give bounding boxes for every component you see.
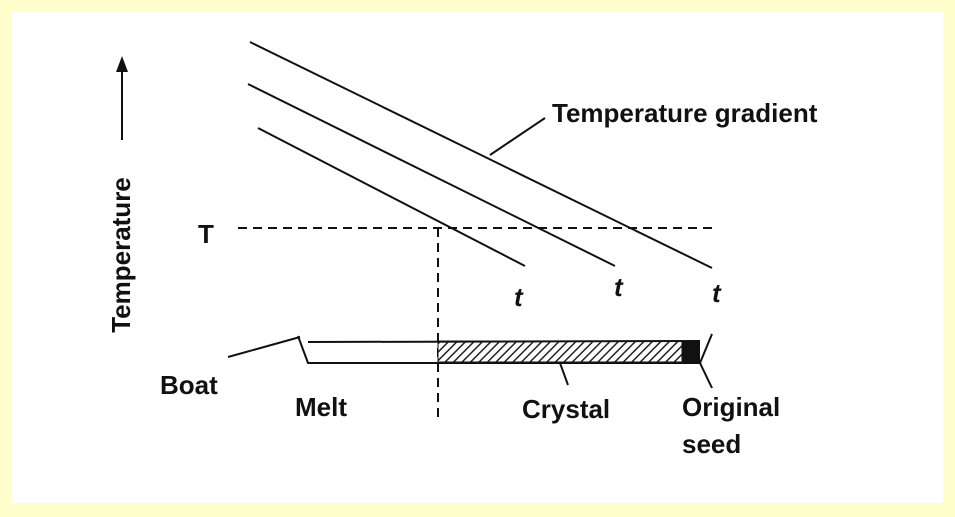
- seed-label: Original: [682, 392, 780, 422]
- crystal-label: Crystal: [522, 394, 610, 424]
- seed-label: seed: [682, 429, 741, 459]
- t-label: t: [514, 282, 524, 312]
- boat-label: Boat: [160, 370, 218, 400]
- gradient-lines: [247, 41, 713, 269]
- gradient-label: Temperature gradient: [552, 98, 818, 128]
- boat: [227, 333, 713, 389]
- melt-label: Melt: [295, 392, 347, 422]
- axis-label: Temperature: [106, 177, 136, 333]
- t-label: t: [614, 272, 624, 302]
- temperature-arrow: [116, 56, 128, 140]
- canvas: [12, 12, 943, 503]
- T-label: T: [198, 219, 214, 249]
- t-label: t: [712, 278, 722, 308]
